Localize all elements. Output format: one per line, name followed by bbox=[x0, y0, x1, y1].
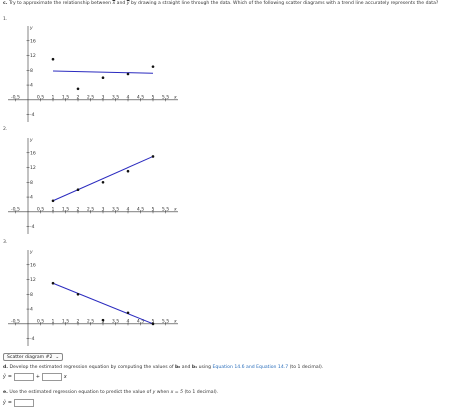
y-tick-label: -4 bbox=[30, 112, 35, 118]
x-tick-label: 4 bbox=[127, 318, 130, 324]
x-tick-label: 0.5 bbox=[37, 318, 44, 324]
x-axis-label: x bbox=[173, 207, 177, 212]
option-number-2: 2. bbox=[3, 127, 8, 132]
x-tick-label: 0.5 bbox=[37, 94, 44, 100]
x-tick-label: 4 bbox=[127, 206, 130, 212]
trend-line bbox=[52, 70, 154, 74]
x-tick-label: 5.5 bbox=[162, 318, 169, 324]
y-axis-label: y bbox=[29, 250, 33, 255]
data-point bbox=[151, 155, 155, 158]
y-tick-label: 8 bbox=[30, 292, 33, 298]
y-tick-label: 12 bbox=[30, 277, 36, 283]
trend-line bbox=[52, 156, 154, 202]
y-tick-label: 16 bbox=[30, 262, 36, 268]
y-tick-label: 4 bbox=[30, 195, 33, 201]
x-tick-label: 3.5 bbox=[112, 318, 119, 324]
question-c-text: c. Try to approximate the relationship b… bbox=[3, 1, 439, 6]
x-tick-label: 1.5 bbox=[62, 94, 69, 100]
x-tick-label: 1.5 bbox=[62, 318, 69, 324]
x-tick-label: 2.5 bbox=[87, 94, 94, 100]
data-point bbox=[51, 57, 55, 61]
data-point bbox=[101, 181, 105, 184]
data-point bbox=[51, 281, 55, 285]
x-tick-label: 1 bbox=[52, 318, 55, 324]
select-value: Scatter diagram #2 bbox=[7, 355, 53, 360]
question-e-text: e. Use the estimated regression equation… bbox=[3, 390, 219, 395]
regression-equation-row: ŷ = + x bbox=[3, 373, 67, 381]
x-tick-label: 1 bbox=[52, 206, 55, 212]
data-point bbox=[76, 87, 80, 91]
x-tick-label: 0.5 bbox=[37, 206, 44, 212]
question-d-text: d. Develop the estimated regression equa… bbox=[3, 365, 324, 370]
x-tick-label: 4.5 bbox=[137, 94, 144, 100]
x-tick-label: 4.5 bbox=[137, 206, 144, 212]
b0-input[interactable] bbox=[13, 373, 34, 381]
x-axis-label: x bbox=[173, 319, 177, 324]
equation-link[interactable]: Equation 14.6 and Equation 14.7 bbox=[212, 365, 289, 370]
data-point bbox=[76, 293, 80, 296]
x-tick-label: 2 bbox=[77, 318, 80, 324]
x-tick-label: 3 bbox=[102, 94, 105, 100]
option-number-1: 1. bbox=[3, 17, 8, 22]
x-tick-label: -0.5 bbox=[11, 94, 20, 100]
data-point bbox=[101, 76, 105, 79]
chevron-down-icon: ⌄ bbox=[55, 355, 60, 360]
x-tick-label: 3.5 bbox=[112, 94, 119, 100]
scatter-diagram-select[interactable]: Scatter diagram #2 ⌄ bbox=[3, 353, 64, 361]
x-tick-label: 3 bbox=[102, 206, 105, 212]
x-tick-label: -0.5 bbox=[11, 318, 20, 324]
x-tick-label: 1.5 bbox=[62, 206, 69, 212]
prediction-input[interactable] bbox=[13, 399, 34, 407]
x-tick-label: 5.5 bbox=[162, 94, 169, 100]
x-tick-label: 4.5 bbox=[137, 318, 144, 324]
scatter-plot-1: y x -0.5 0.5 1 1.5 2 2.5 3 3.5 4 4.5 5 5.5 -4 4 8 12 16 bbox=[8, 26, 178, 122]
x-tick-label: -0.5 bbox=[11, 206, 20, 212]
x-axis-label: x bbox=[173, 95, 177, 100]
data-point bbox=[126, 311, 130, 315]
x-tick-label: 3.5 bbox=[112, 206, 119, 212]
y-axis-label: y bbox=[29, 138, 33, 143]
x-tick-label: 2.5 bbox=[87, 318, 94, 324]
scatter-plot-2: y x -0.5 0.5 1 1.5 2 2.5 3 3.5 4 4.5 5 5.5 -4 4 8 12 16 bbox=[8, 138, 178, 234]
data-point bbox=[151, 65, 155, 68]
data-point bbox=[76, 188, 80, 191]
x-tick-label: 1 bbox=[52, 94, 55, 100]
x-tick-label: 4 bbox=[127, 94, 130, 100]
x-tick-label: 2 bbox=[77, 94, 80, 100]
x-tick-label: 2.5 bbox=[87, 206, 94, 212]
y-tick-label: 4 bbox=[30, 83, 33, 89]
b1-input[interactable] bbox=[41, 373, 62, 381]
y-tick-label: 12 bbox=[30, 53, 36, 59]
y-tick-label: 16 bbox=[30, 150, 36, 156]
data-point bbox=[126, 72, 130, 76]
x-tick-label: 5 bbox=[152, 206, 155, 212]
data-point bbox=[151, 322, 155, 326]
data-point bbox=[126, 169, 130, 173]
y-tick-label: 8 bbox=[30, 68, 33, 74]
x-tick-label: 5.5 bbox=[162, 206, 169, 212]
y-tick-label: 4 bbox=[30, 307, 33, 313]
y-tick-label: 16 bbox=[30, 38, 36, 44]
prediction-row: ŷ = bbox=[3, 399, 34, 407]
y-tick-label: -4 bbox=[30, 336, 35, 342]
y-tick-label: 12 bbox=[30, 165, 36, 171]
y-tick-label: -4 bbox=[30, 224, 35, 230]
x-tick-label: 5 bbox=[152, 94, 155, 100]
y-axis-label: y bbox=[29, 26, 33, 31]
data-point bbox=[101, 318, 105, 322]
y-tick-label: 8 bbox=[30, 180, 33, 186]
x-tick-label: 5 bbox=[152, 318, 155, 324]
x-tick-label: 2 bbox=[77, 206, 80, 212]
data-point bbox=[51, 199, 55, 203]
option-number-3: 3. bbox=[3, 240, 8, 245]
trend-line bbox=[52, 282, 154, 325]
